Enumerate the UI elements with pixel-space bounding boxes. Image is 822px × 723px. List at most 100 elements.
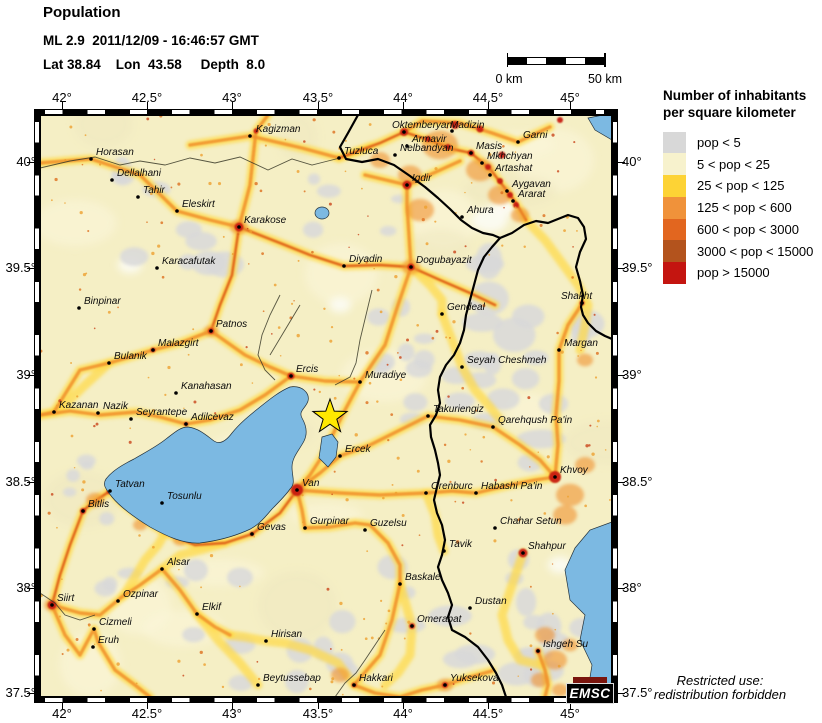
city-dot	[250, 532, 254, 536]
city-dot	[50, 603, 54, 607]
city-label: Tuzluca	[344, 146, 379, 157]
axis-tick	[618, 268, 625, 270]
city-dot	[92, 627, 96, 631]
city-label: Shahpur	[528, 541, 566, 552]
city-dot	[410, 624, 414, 628]
city-label: Adilcevaz	[190, 412, 234, 423]
axis-tick	[618, 162, 625, 164]
city-label: Ercis	[296, 364, 318, 375]
axis-tick	[27, 375, 34, 377]
city-dot	[424, 491, 428, 495]
city-dot	[256, 683, 260, 687]
notice-line-1: Restricted use:	[676, 673, 764, 688]
city-dot	[136, 195, 140, 199]
legend-title: Number of inhabitants per square kilomet…	[663, 88, 807, 120]
restricted-use-notice: Restricted use: redistribution forbidden	[638, 674, 802, 701]
rivers	[40, 156, 386, 697]
axis-tick	[147, 703, 149, 709]
city-dot	[338, 454, 342, 458]
city-dot	[155, 266, 159, 270]
city-dot	[474, 491, 478, 495]
city-dot	[175, 209, 179, 213]
epicenter-star-icon	[311, 397, 349, 433]
city-label: Dogubayazit	[416, 255, 473, 266]
map-frame-left	[34, 109, 40, 703]
city-label: Masis	[476, 141, 502, 152]
city-dot	[511, 199, 515, 203]
city-label: Karakose	[244, 215, 287, 226]
legend-swatch	[663, 218, 686, 241]
axis-label-lon-bottom: 42°	[52, 706, 72, 721]
axis-label-lon-top: 42°	[52, 90, 72, 105]
event-magnitude-time: ML 2.9 2011/12/09 - 16:46:57 GMT	[43, 33, 259, 48]
city-label: Tahir	[143, 185, 166, 196]
map-canvas: Kagizman Horasan Dellalhani Tahir Eleskirt Ka…	[40, 115, 612, 697]
city-dot	[493, 526, 497, 530]
city-label: Ishgeh Su	[543, 639, 588, 650]
axis-tick	[27, 693, 34, 695]
city-dot	[160, 501, 164, 505]
header: Population ML 2.9 2011/12/09 - 16:46:57 …	[43, 4, 265, 72]
city-label: Eleskirt	[182, 199, 216, 210]
city-label: Muradiye	[365, 370, 407, 381]
city-dot	[393, 153, 397, 157]
city-label: Omerabat	[417, 614, 463, 625]
legend-swatch	[663, 261, 686, 284]
city-dot	[295, 488, 299, 492]
city-dot	[116, 599, 120, 603]
scale-bar-segment	[565, 58, 585, 64]
axis-label-lon-top: 43.5°	[302, 90, 334, 105]
city-dot	[405, 144, 409, 148]
axis-label-lat-left: 40°	[16, 154, 36, 169]
city-dot	[443, 683, 447, 687]
city-label: Ozpinar	[123, 589, 159, 600]
city-dot	[108, 489, 112, 493]
city-dot	[195, 612, 199, 616]
axis-tick	[232, 703, 234, 709]
city-label: Garni	[523, 130, 548, 141]
city-label: Alsar	[166, 557, 190, 568]
city-label: Hakkari	[359, 673, 394, 684]
city-dot	[491, 425, 495, 429]
population-legend: Number of inhabitants per square kilomet…	[663, 88, 821, 284]
axis-label-lat-right: 38°	[622, 580, 642, 595]
city-dot	[440, 312, 444, 316]
city-dot	[342, 264, 346, 268]
lake-ercek	[318, 433, 339, 468]
city-label: Ercek	[345, 444, 372, 455]
legend-label: 3000 < pop < 15000	[697, 243, 814, 259]
city-label: Madizin	[450, 120, 485, 131]
city-dot	[516, 140, 520, 144]
city-label: Malazgirt	[158, 338, 200, 349]
city-dot	[488, 173, 492, 177]
city-label: Igdir	[412, 173, 432, 184]
legend-swatch	[663, 131, 686, 154]
emsc-logo: EMSC	[566, 683, 614, 704]
event-location-depth: Lat 38.84 Lon 43.58 Depth 8.0	[43, 57, 266, 72]
axis-tick	[488, 703, 490, 709]
city-dot	[248, 134, 252, 138]
legend-swatch	[663, 240, 686, 262]
axis-label-lat-right: 37.5°	[622, 685, 653, 700]
axis-label-lon-bottom: 42.5°	[131, 706, 163, 721]
city-dot	[264, 639, 268, 643]
legend-item: 125 < pop < 600	[663, 196, 821, 219]
city-dot	[352, 683, 356, 687]
scale-bar-segment	[546, 58, 566, 64]
cities: Kagizman Horasan Dellalhani Tahir Eleskirt Ka…	[50, 120, 598, 687]
city-label: Van	[302, 478, 320, 489]
city-dot	[580, 301, 584, 305]
legend-label: pop < 5	[697, 135, 741, 151]
axis-label-lon-bottom: 44.5°	[472, 706, 504, 721]
city-label: Tosunlu	[167, 491, 202, 502]
city-dot	[398, 582, 402, 586]
axis-tick	[62, 703, 64, 709]
city-dot	[426, 414, 430, 418]
legend-item: 3000 < pop < 15000	[663, 240, 821, 262]
city-label: Takuriengiz	[433, 404, 484, 415]
city-label: Guzelsu	[370, 518, 407, 529]
city-label: Eruh	[98, 635, 120, 646]
axis-tick	[403, 102, 405, 109]
city-dot	[303, 526, 307, 530]
